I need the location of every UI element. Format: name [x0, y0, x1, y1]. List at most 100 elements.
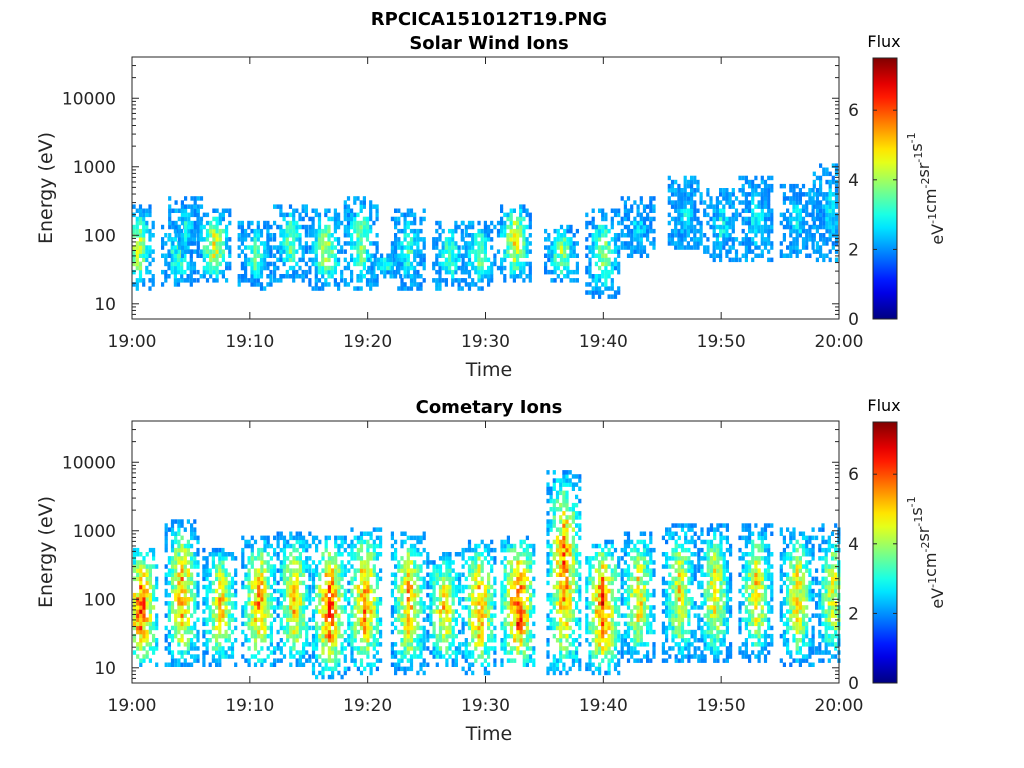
heatmap-cell — [490, 601, 494, 606]
heatmap-cell — [680, 196, 684, 201]
heatmap-cell — [409, 560, 414, 565]
heatmap-cell — [230, 576, 235, 582]
heatmap-cell — [183, 588, 187, 594]
heatmap-cell — [822, 208, 826, 213]
heatmap-cell — [591, 274, 595, 279]
heatmap-cell — [413, 269, 417, 275]
heatmap-cell — [321, 241, 325, 246]
heatmap-cell — [263, 261, 267, 267]
heatmap-cell — [563, 257, 567, 263]
heatmap-cell — [712, 253, 716, 258]
heatmap-cell — [519, 580, 523, 586]
heatmap-cell — [471, 629, 475, 635]
heatmap-cell — [372, 633, 376, 639]
heatmap-cell — [683, 200, 687, 205]
heatmap-cell — [375, 212, 379, 218]
heatmap-cell — [365, 249, 370, 254]
heatmap-cell — [467, 261, 472, 267]
heatmap-cell — [763, 192, 768, 197]
heatmap-cell — [295, 539, 299, 545]
heatmap-cell — [227, 572, 231, 577]
heatmap-cell — [432, 642, 436, 647]
heatmap-cell — [487, 670, 491, 676]
heatmap-cell — [327, 646, 331, 651]
heatmap-cell — [136, 609, 140, 614]
heatmap-cell — [142, 212, 146, 218]
heatmap-cell — [386, 261, 390, 267]
heatmap-cell — [712, 208, 716, 213]
heatmap-cell — [626, 212, 631, 218]
heatmap-cell — [292, 580, 296, 586]
heatmap-cell — [331, 613, 335, 618]
heatmap-cell — [170, 527, 175, 532]
heatmap-cell — [566, 269, 570, 275]
heatmap-cell — [302, 535, 306, 541]
heatmap-cell — [490, 220, 494, 226]
heatmap-cell — [327, 601, 331, 606]
heatmap-cell — [397, 564, 401, 569]
heatmap-cell — [528, 261, 532, 267]
heatmap-cell — [196, 241, 200, 246]
heatmap-cell — [148, 605, 152, 610]
heatmap-cell — [289, 633, 293, 639]
heatmap-cell — [132, 650, 137, 655]
heatmap-cell — [311, 228, 315, 234]
heatmap-cell — [350, 216, 354, 222]
heatmap-cell — [519, 224, 523, 230]
heatmap-cell — [394, 605, 398, 610]
heatmap-cell — [815, 196, 819, 201]
heatmap-cell — [458, 572, 462, 577]
heatmap-cell — [779, 220, 783, 226]
heatmap-cell — [356, 233, 360, 238]
heatmap-cell — [458, 552, 462, 557]
heatmap-cell — [196, 617, 200, 622]
heatmap-cell — [193, 654, 197, 659]
heatmap-cell — [696, 208, 700, 213]
heatmap-cell — [318, 592, 322, 598]
heatmap-cell — [670, 204, 675, 209]
heatmap-cell — [474, 543, 478, 549]
heatmap-cell — [394, 208, 398, 213]
heatmap-cell — [136, 621, 140, 627]
heatmap-cell — [269, 556, 273, 561]
heatmap-cell — [503, 543, 507, 549]
heatmap-cell — [712, 204, 716, 209]
heatmap-cell — [295, 531, 299, 536]
heatmap-cell — [164, 547, 168, 553]
heatmap-cell — [406, 257, 410, 263]
heatmap-cell — [227, 609, 231, 614]
heatmap-cell — [500, 216, 504, 222]
heatmap-cell — [652, 204, 656, 209]
heatmap-cell — [279, 257, 283, 263]
heatmap-cell — [145, 621, 149, 627]
heatmap-cell — [734, 196, 739, 201]
heatmap-cell — [315, 638, 319, 643]
heatmap-cell — [359, 592, 364, 598]
heatmap-cell — [314, 269, 318, 275]
heatmap-cell — [490, 237, 494, 242]
heatmap-cell — [400, 588, 404, 594]
heatmap-cell — [834, 183, 839, 189]
heatmap-cell — [416, 642, 420, 647]
heatmap-cell — [712, 212, 716, 218]
heatmap-cell — [503, 253, 507, 258]
heatmap-cell — [458, 584, 462, 590]
heatmap-cell — [282, 274, 286, 279]
heatmap-cell — [801, 216, 806, 222]
heatmap-cell — [477, 556, 481, 561]
heatmap-cell — [228, 249, 232, 254]
heatmap-cell — [241, 609, 245, 614]
heatmap-cell — [413, 601, 417, 606]
heatmap-cell — [155, 642, 159, 647]
heatmap-cell — [706, 188, 710, 193]
heatmap-cell — [314, 212, 318, 218]
heatmap-cell — [202, 245, 206, 250]
heatmap-cell — [145, 253, 149, 258]
heatmap-cell — [145, 605, 149, 610]
heatmap-cell — [142, 621, 146, 627]
heatmap-cell — [613, 245, 618, 250]
heatmap-cell — [369, 535, 373, 541]
heatmap-cell — [435, 609, 439, 614]
heatmap-cell — [356, 646, 360, 651]
heatmap-cell — [334, 584, 338, 590]
